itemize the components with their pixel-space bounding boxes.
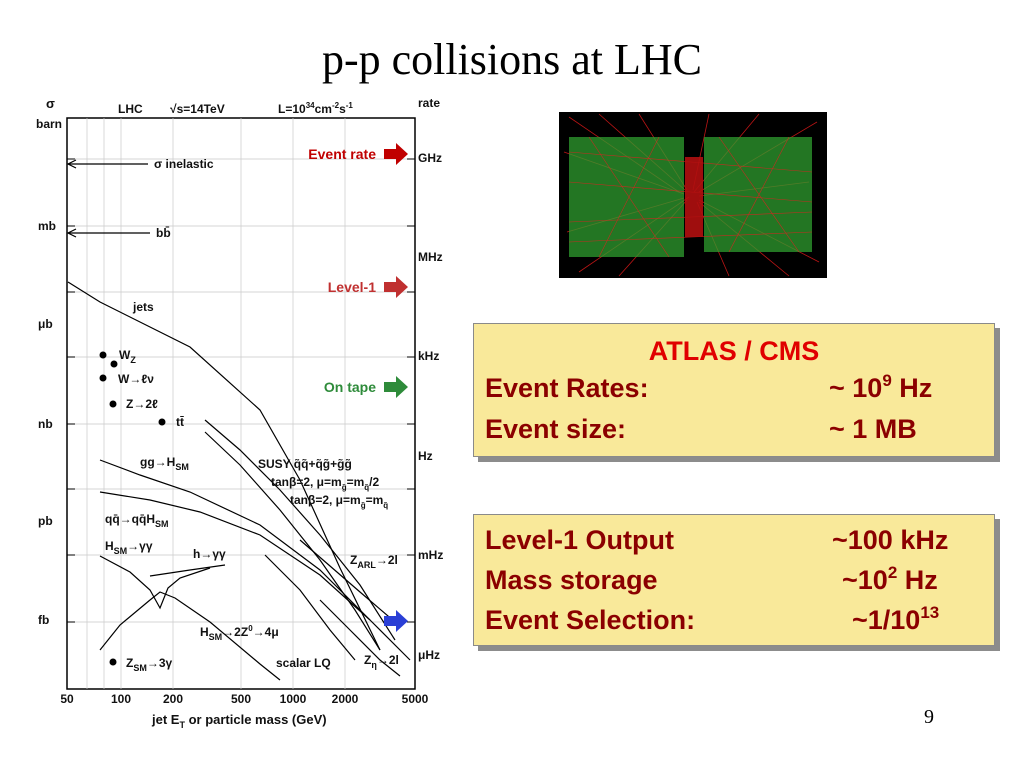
x-tick-labels: 50 100 200 500 1000 2000 5000 <box>60 692 428 706</box>
left-axis-label: mb <box>38 219 56 233</box>
z-3g-point <box>109 658 117 666</box>
event-rates-label: Event Rates: <box>485 373 649 403</box>
left-axis-label: fb <box>38 613 49 627</box>
event-size-label: Event size: <box>485 414 627 444</box>
right-axis-label: Hz <box>418 449 433 463</box>
event-size-value: ~ 1 MB <box>829 414 917 444</box>
plot-grid <box>67 118 415 689</box>
atlas-cms-summary-box: ATLAS / CMS Event Rates: ~ 109 Hz Event … <box>473 323 995 457</box>
x-tick-label: 5000 <box>402 692 429 706</box>
rate-arrow-icon <box>384 376 408 398</box>
header-energy: √s=14TeV <box>170 102 225 116</box>
right-axis-label: mHz <box>418 548 443 562</box>
event-display-drawing <box>559 112 827 278</box>
z-arl-label: ZARL→2l <box>350 553 398 570</box>
susy-curve-1 <box>204 419 396 641</box>
event-size-row: Event size: <box>485 414 626 445</box>
jets-curve <box>67 281 381 651</box>
x-tick-label: 200 <box>163 692 183 706</box>
h-gg-label: h→γγ <box>193 547 226 561</box>
data-points <box>99 351 166 666</box>
level1-output-label: Level-1 Output <box>485 525 675 555</box>
x-tick-label: 2000 <box>332 692 359 706</box>
rate-arrow-icon <box>384 276 408 298</box>
gg-h-label: gg→HSM <box>140 455 189 472</box>
page-number: 9 <box>924 706 934 728</box>
header-luminosity: L=1034cm-2s-1 <box>278 101 353 116</box>
rate-markers: Event rate Level-1 On tape <box>308 143 408 632</box>
event-rates-row: Event Rates: <box>485 373 649 404</box>
level1-output-value: ~100 kHz <box>832 525 949 555</box>
rate-label: rate <box>418 96 440 110</box>
wz-label: WZ <box>119 348 136 365</box>
left-axis-label: nb <box>38 417 53 431</box>
x-tick-label: 500 <box>231 692 251 706</box>
qq-qqh-curve <box>99 491 371 621</box>
w-lnu-label: W→ℓν <box>118 372 154 386</box>
header-lhc: LHC <box>118 102 143 116</box>
tanb2-label: tanβ=2, μ=mg̃=mq̃ <box>290 493 388 510</box>
tanb1-label: tanβ=2, μ=mg̃=mq̃/2 <box>271 475 380 492</box>
rate-marker-label: On tape <box>324 379 376 395</box>
jets-label: jets <box>132 300 154 314</box>
h-sm-gg-label: HSM→γγ <box>105 539 153 556</box>
left-axis-label: μb <box>38 317 53 331</box>
detector-event-display-image <box>559 112 827 278</box>
z-eta-label: Zη→2l <box>364 653 399 670</box>
h-gamma-curve <box>149 564 226 577</box>
axis-ticks <box>67 158 415 623</box>
h-4mu-curve <box>99 591 281 681</box>
box1-heading: ATLAS / CMS <box>648 336 820 366</box>
z-arl-curve <box>299 539 396 623</box>
ttbar-point <box>158 418 166 426</box>
mass-storage-value: ~102 Hz <box>842 563 938 595</box>
sigma-inelastic-label: σ inelastic <box>154 157 214 171</box>
mass-storage-label: Mass storage <box>485 565 658 595</box>
left-axis-label: pb <box>38 514 53 528</box>
event-selection-label: Event Selection: <box>485 605 696 635</box>
x-tick-label: 100 <box>111 692 131 706</box>
rate-marker-label: Event rate <box>308 146 376 162</box>
z-2l-point <box>109 400 117 408</box>
left-axis-labels: mb μb nb pb fb <box>38 219 56 627</box>
wz-point-2 <box>110 360 118 368</box>
right-axis-label: μHz <box>418 648 440 662</box>
bbbar-arrowhead <box>66 228 77 238</box>
z-2l-label: Z→2ℓ <box>126 397 158 411</box>
scalar-lq-label: scalar LQ <box>276 656 331 670</box>
scalar-lq-curve <box>264 554 356 661</box>
z-eta-curve <box>319 599 401 677</box>
susy-curve-2 <box>204 431 381 651</box>
wz-point-1 <box>99 351 107 359</box>
sigma-label: σ <box>46 96 55 111</box>
right-axis-label: GHz <box>418 151 442 165</box>
bbbar-label: bb̄ <box>156 226 171 240</box>
qq-qqh-label: qq̄→qq̄HSM <box>105 512 169 529</box>
x-tick-label: 50 <box>60 692 74 706</box>
slide-title: p-p collisions at LHC <box>321 35 703 84</box>
rate-arrow-icon <box>384 143 408 165</box>
z-3g-label: ZSM→3γ <box>126 656 173 673</box>
h-4mu-label: HSM→2Z0→4μ <box>200 624 279 642</box>
h-sm-gamma-curve <box>99 555 211 610</box>
rate-arrow-icon <box>384 610 408 632</box>
event-rates-value: ~ 109 Hz <box>829 371 933 403</box>
susy-label: SUSY q̃q̃+q̃g̃+g̃g̃ <box>258 457 352 471</box>
sigma-inelastic-arrowhead <box>66 159 77 169</box>
w-lnu-point <box>99 374 107 382</box>
rate-marker-label: Level-1 <box>328 279 376 295</box>
x-tick-label: 1000 <box>280 692 307 706</box>
right-axis-labels: GHz MHz kHz Hz mHz μHz <box>418 151 443 662</box>
right-axis-label: MHz <box>418 250 443 264</box>
curves <box>66 159 411 681</box>
event-selection-value: ~1/1013 <box>852 603 940 635</box>
right-axis-label: kHz <box>418 349 439 363</box>
trigger-summary-box: Level-1 Output ~100 kHz Mass storage ~10… <box>473 514 995 646</box>
ttbar-label: tt̄ <box>176 415 184 429</box>
barn-label: barn <box>36 117 62 131</box>
x-axis-label: jet ET or particle mass (GeV) <box>151 712 327 730</box>
